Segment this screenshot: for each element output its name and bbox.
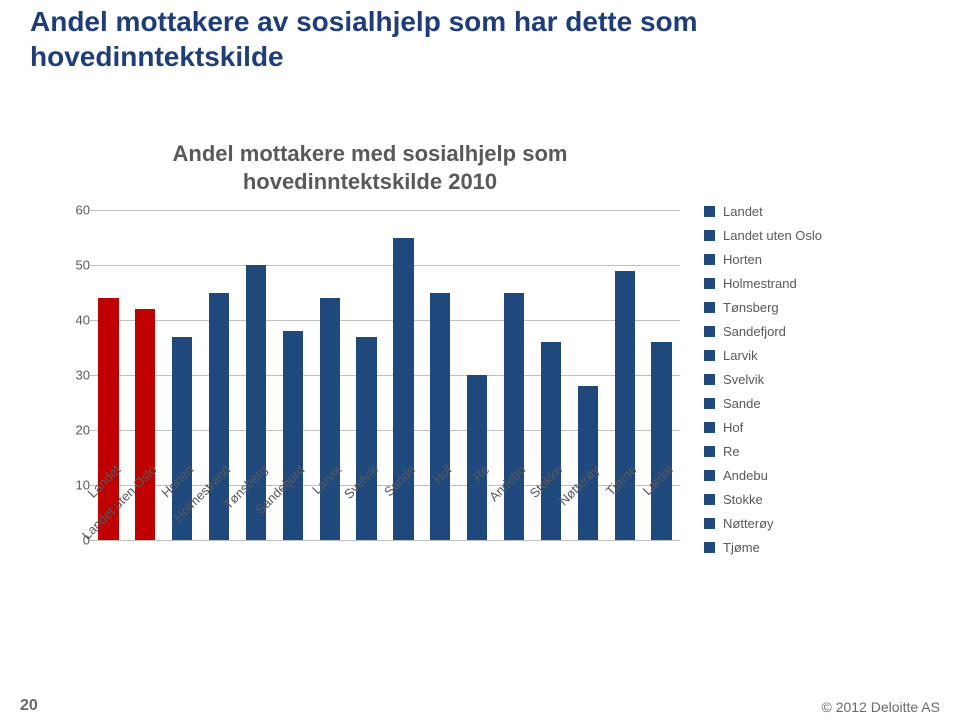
legend-item: Larvik: [704, 348, 904, 363]
legend-swatch: [704, 254, 715, 265]
legend-swatch: [704, 422, 715, 433]
page: Andel mottakere av sosialhjelp som har d…: [0, 0, 960, 727]
page-number: 20: [20, 697, 38, 715]
legend-item: Hof: [704, 420, 904, 435]
x-axis: LandetLandet uten OsloHortenHolmestrandT…: [90, 454, 680, 544]
copyright: © 2012 Deloitte AS: [821, 699, 940, 715]
legend-swatch: [704, 374, 715, 385]
y-tick-label: 60: [60, 203, 90, 218]
legend-swatch: [704, 278, 715, 289]
legend-item: Stokke: [704, 492, 904, 507]
legend-label: Holmestrand: [723, 276, 797, 291]
legend-label: Tjøme: [723, 540, 760, 555]
legend-label: Landet: [723, 204, 763, 219]
legend-swatch: [704, 326, 715, 337]
chart-title: Andel mottakere med sosialhjelp som hove…: [70, 140, 670, 195]
legend-label: Sande: [723, 396, 761, 411]
y-tick-label: 50: [60, 258, 90, 273]
x-label: Re: [469, 462, 491, 484]
x-label: Tjøme: [603, 462, 640, 499]
x-label: Larvik: [309, 462, 344, 497]
legend-label: Horten: [723, 252, 762, 267]
page-title-line2: hovedinntektskilde: [30, 41, 284, 72]
legend-swatch: [704, 518, 715, 529]
legend-swatch: [704, 302, 715, 313]
legend-swatch: [704, 398, 715, 409]
legend-label: Re: [723, 444, 740, 459]
x-label: Nøtterøy: [556, 462, 602, 508]
y-tick-label: 40: [60, 313, 90, 328]
legend-item: Landet uten Oslo: [704, 228, 904, 243]
legend-label: Tønsberg: [723, 300, 779, 315]
legend-item: Re: [704, 444, 904, 459]
x-label: Sande: [381, 462, 418, 499]
legend-label: Landet uten Oslo: [723, 228, 822, 243]
x-label: Lardal: [640, 462, 676, 498]
legend-label: Andebu: [723, 468, 768, 483]
legend-label: Sandefjord: [723, 324, 786, 339]
legend-swatch: [704, 542, 715, 553]
page-title: Andel mottakere av sosialhjelp som har d…: [30, 0, 930, 74]
legend-swatch: [704, 350, 715, 361]
x-label: Andebu: [486, 462, 528, 504]
legend-label: Stokke: [723, 492, 763, 507]
legend-swatch: [704, 230, 715, 241]
legend-label: Hof: [723, 420, 743, 435]
y-tick-label: 20: [60, 423, 90, 438]
legend-swatch: [704, 206, 715, 217]
legend-item: Svelvik: [704, 372, 904, 387]
legend-label: Nøtterøy: [723, 516, 774, 531]
legend-item: Sandefjord: [704, 324, 904, 339]
legend-item: Tjøme: [704, 540, 904, 555]
legend-item: Landet: [704, 204, 904, 219]
legend-swatch: [704, 494, 715, 505]
legend-swatch: [704, 446, 715, 457]
plot-region: 0102030405060 LandetLandet uten OsloHort…: [90, 210, 680, 540]
legend: Landet Landet uten Oslo Horten Holmestrand T…: [704, 204, 904, 564]
legend-item: Sande: [704, 396, 904, 411]
x-label: Hof: [430, 462, 455, 487]
legend-item: Tønsberg: [704, 300, 904, 315]
chart-title-line2: hovedinntektskilde 2010: [243, 169, 497, 194]
y-tick-label: 30: [60, 368, 90, 383]
legend-label: Svelvik: [723, 372, 764, 387]
legend-label: Larvik: [723, 348, 758, 363]
chart-title-line1: Andel mottakere med sosialhjelp som: [173, 141, 568, 166]
legend-swatch: [704, 470, 715, 481]
legend-item: Horten: [704, 252, 904, 267]
legend-item: Holmestrand: [704, 276, 904, 291]
x-label: Svelvik: [341, 462, 381, 502]
legend-item: Nøtterøy: [704, 516, 904, 531]
legend-item: Andebu: [704, 468, 904, 483]
page-title-line1: Andel mottakere av sosialhjelp som har d…: [30, 6, 698, 37]
chart-area: Andel mottakere med sosialhjelp som hove…: [70, 140, 890, 620]
